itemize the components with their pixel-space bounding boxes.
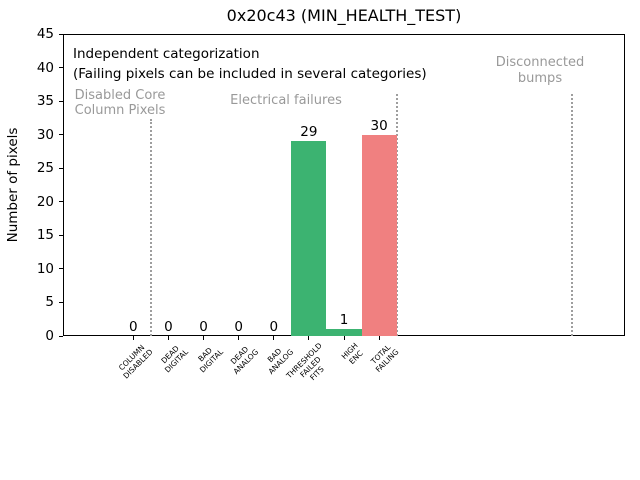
- annotation-note-line1: Independent categorization: [73, 46, 260, 62]
- bar-value-label: 0: [128, 319, 138, 335]
- y-tick-mark: [59, 67, 63, 69]
- y-tick-mark: [59, 335, 63, 337]
- bar-value-label: 1: [339, 312, 349, 329]
- y-tick-label: 25: [36, 160, 54, 177]
- x-tick-mark: [273, 336, 275, 340]
- annotation-note-line2: (Failing pixels can be included in sever…: [73, 66, 427, 82]
- y-tick-mark: [59, 301, 63, 303]
- bar-value-label: 0: [234, 319, 243, 335]
- bar-5: [291, 141, 327, 336]
- x-tick-mark: [378, 336, 380, 340]
- chart-title: 0x20c43 (MIN_HEALTH_TEST): [226, 6, 462, 25]
- y-tick-mark: [59, 234, 63, 236]
- x-tick-label: BAD DIGITAL: [196, 345, 226, 375]
- y-tick-mark: [59, 33, 63, 35]
- bar-value-label: 0: [199, 319, 208, 335]
- section-label-disconnected-bumps: Disconnected bumps: [495, 55, 585, 86]
- x-tick-label: HIGH ENC: [339, 341, 365, 367]
- bar-value-label: 0: [164, 319, 173, 335]
- x-tick-mark: [167, 336, 169, 340]
- y-tick-label: 5: [45, 294, 54, 311]
- x-tick-label: DEAD ANALOG: [228, 344, 261, 377]
- bar-value-label: 30: [370, 117, 388, 134]
- x-tick-label: DEAD DIGITAL: [159, 343, 191, 375]
- x-tick-mark: [308, 336, 310, 340]
- y-tick-mark: [59, 167, 63, 169]
- y-tick-label: 35: [36, 93, 54, 110]
- x-tick-mark: [343, 336, 345, 340]
- section-separator-line: [395, 93, 398, 336]
- bar-6: [326, 329, 362, 336]
- x-tick-label: TOTAL FAILING: [369, 342, 401, 375]
- y-axis-label: Number of pixels: [5, 127, 21, 243]
- y-tick-label: 20: [36, 193, 54, 210]
- section-label-electrical-failures: Electrical failures: [230, 93, 342, 108]
- y-tick-label: 45: [36, 26, 54, 42]
- y-tick-mark: [59, 268, 63, 270]
- y-tick-label: 15: [36, 227, 54, 244]
- y-tick-label: 40: [36, 59, 54, 76]
- x-tick-mark: [132, 336, 134, 340]
- section-separator-line: [571, 93, 574, 336]
- y-tick-label: 10: [36, 260, 54, 277]
- bar-value-label: 29: [300, 124, 318, 141]
- x-tick-mark: [203, 336, 204, 340]
- y-tick-mark: [59, 100, 63, 102]
- y-tick-label: 30: [36, 126, 54, 143]
- bar-value-label: 0: [269, 319, 279, 335]
- section-label-disabled-core: Disabled Core Column Pixels: [74, 88, 166, 118]
- x-tick-mark: [238, 336, 240, 340]
- x-tick-label: THRESHOLD FAILED FITS: [285, 341, 327, 383]
- section-separator-line: [149, 118, 152, 336]
- y-tick-mark: [59, 201, 63, 203]
- x-tick-label: COLUMN DISABLED: [117, 342, 155, 381]
- y-tick-mark: [59, 134, 63, 136]
- bar-7: [361, 134, 397, 336]
- y-tick-label: 0: [45, 328, 54, 344]
